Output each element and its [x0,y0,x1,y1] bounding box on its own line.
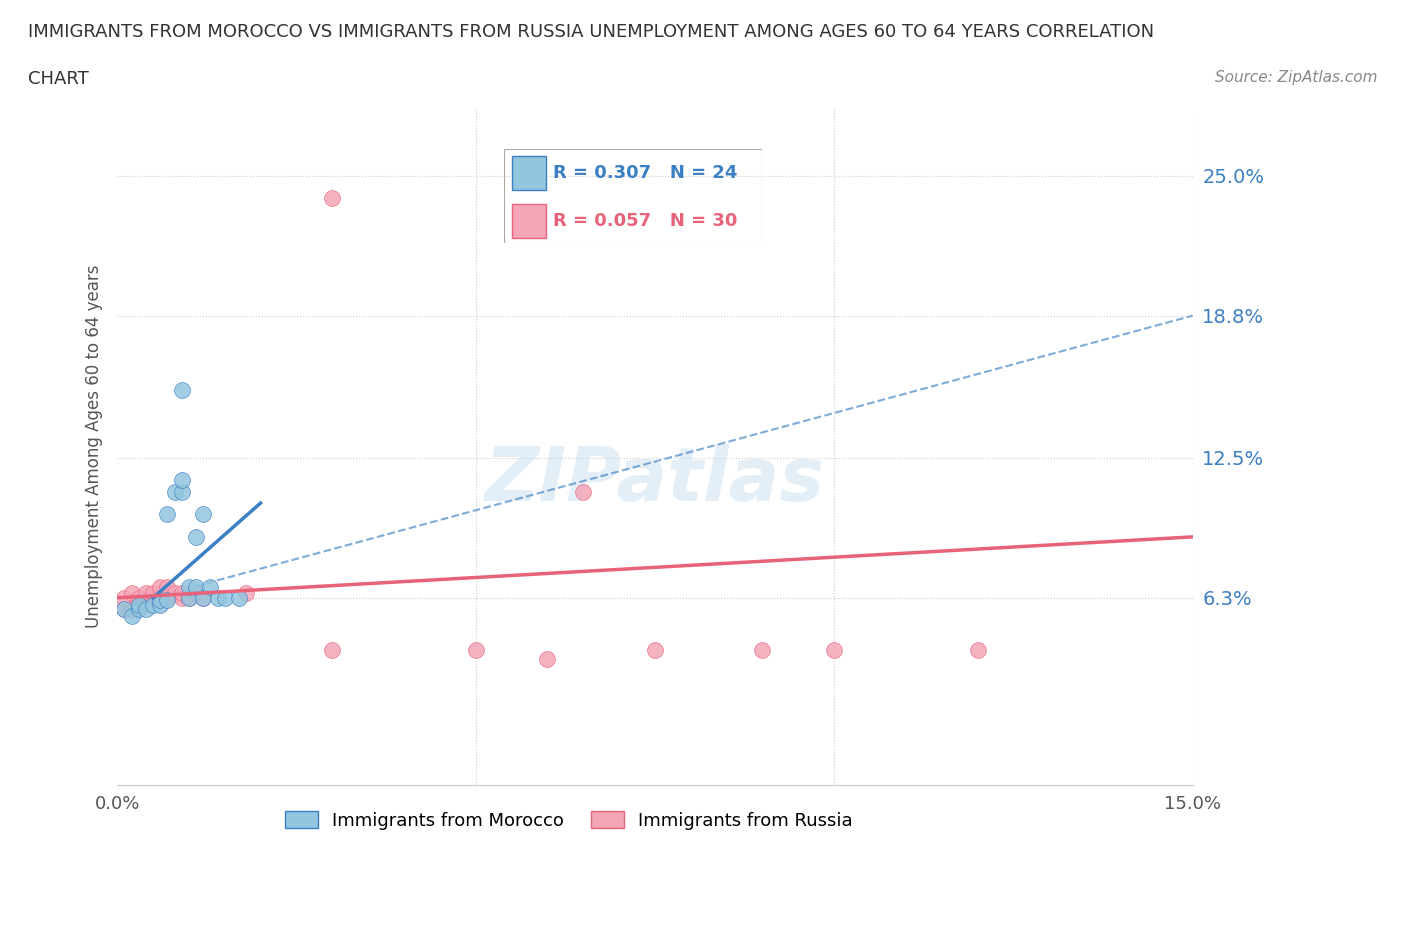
Y-axis label: Unemployment Among Ages 60 to 64 years: Unemployment Among Ages 60 to 64 years [86,265,103,629]
Point [135,586,157,601]
Point [193,591,215,605]
Point [184,586,207,601]
Point [112,602,135,617]
Point [112,602,135,617]
Point [966,643,988,658]
Point [200,579,222,594]
Point [156,579,179,594]
Point [177,591,200,605]
Point [536,651,558,666]
Text: CHART: CHART [28,70,89,87]
Point [149,579,172,594]
Point [214,591,236,605]
Point [135,591,157,605]
Point [121,608,143,623]
Point [121,602,143,617]
Point [170,485,193,499]
Point [464,643,486,658]
Point [156,507,179,522]
Point [128,591,150,605]
Point [163,485,186,499]
Text: ZIPatlas: ZIPatlas [485,444,825,517]
Point [193,591,215,605]
Point [156,592,179,607]
Legend: Immigrants from Morocco, Immigrants from Russia: Immigrants from Morocco, Immigrants from… [278,804,860,837]
Point [149,597,172,612]
Text: IMMIGRANTS FROM MOROCCO VS IMMIGRANTS FROM RUSSIA UNEMPLOYMENT AMONG AGES 60 TO : IMMIGRANTS FROM MOROCCO VS IMMIGRANTS FR… [28,23,1154,41]
Point [751,643,773,658]
Point [128,597,150,612]
Point [163,586,186,601]
Point [128,597,150,612]
Point [149,592,172,607]
Point [207,591,229,605]
Point [156,591,179,605]
Point [184,579,207,594]
Point [228,591,250,605]
Point [184,529,207,544]
Point [321,191,343,206]
Point [135,602,157,617]
Point [193,507,215,522]
Point [177,579,200,594]
Point [142,597,165,612]
Text: Source: ZipAtlas.com: Source: ZipAtlas.com [1215,70,1378,85]
Point [321,643,343,658]
Point [128,602,150,617]
Point [121,586,143,601]
Point [823,643,845,658]
Point [170,473,193,488]
Point [572,485,595,499]
Point [170,383,193,398]
Point [177,591,200,605]
Point [170,586,193,601]
Point [235,586,257,601]
Point [149,591,172,605]
Point [142,591,165,605]
Point [644,643,666,658]
Point [170,591,193,605]
Point [142,586,165,601]
Point [112,591,135,605]
